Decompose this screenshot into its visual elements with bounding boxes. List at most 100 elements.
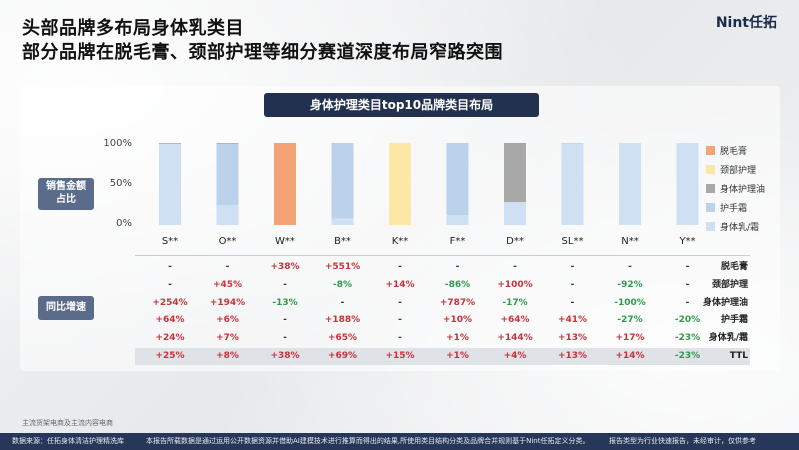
sales-share-label: 销售金额 占比 bbox=[38, 178, 94, 210]
legend-label: 身体乳/霜 bbox=[720, 223, 760, 233]
table-cell: - bbox=[398, 297, 402, 308]
table-cell: +6% bbox=[216, 315, 239, 326]
footer-bar: 数据来源：任拓身体清洁护理精洗库 本报告所载数据是通过运用公开数据资源并借助AI… bbox=[0, 433, 799, 450]
table-row: +25% +8% +38% +69% +15% +1% +4% +13% +14% -23% TTL bbox=[135, 348, 750, 365]
table-cell: -8% bbox=[332, 279, 352, 290]
table-cell: -13% bbox=[272, 297, 298, 308]
legend-label: 护手霜 bbox=[720, 204, 748, 214]
table-cell: +25% bbox=[155, 351, 185, 361]
table-cell: -27% bbox=[617, 315, 643, 326]
legend-swatch bbox=[706, 165, 715, 174]
footer-disclaimer: 本报告所载数据是通过运用公开数据资源并借助AI建模技术进行推算而得出的结果,所使… bbox=[146, 437, 590, 445]
table-cell: - bbox=[570, 262, 575, 272]
table-cell: - bbox=[398, 333, 402, 344]
legend-label: 身体护理油 bbox=[720, 185, 766, 195]
table-cell: - bbox=[168, 279, 172, 290]
x-tick-label: F** bbox=[449, 236, 466, 247]
table-cell: +194% bbox=[209, 297, 246, 308]
table-cell: - bbox=[513, 262, 517, 272]
legend-swatch bbox=[706, 184, 715, 193]
legend-item: 脱毛膏 bbox=[706, 146, 765, 165]
table-cell: +14% bbox=[385, 279, 415, 290]
table-cell: -86% bbox=[444, 279, 471, 290]
legend-swatch bbox=[706, 222, 715, 231]
table-row: +64% +6% - +188% - +10% +64% +41% -27% -20% 护手霜 bbox=[135, 312, 750, 329]
sales-share-text: 销售金额 占比 bbox=[46, 181, 86, 205]
table-cell: +41% bbox=[557, 315, 588, 326]
x-tick-label: D** bbox=[506, 236, 524, 247]
x-tick-label: B** bbox=[334, 236, 351, 247]
x-tick-label: Y** bbox=[679, 236, 696, 247]
table-row-name: 身体乳/霜 bbox=[708, 333, 748, 344]
table-cell: +100% bbox=[497, 279, 533, 290]
x-tick-label: SL** bbox=[561, 236, 584, 247]
table-cell: +13% bbox=[557, 351, 588, 361]
table-cell: - bbox=[685, 279, 690, 290]
table-cell: - bbox=[685, 262, 690, 272]
table-cell: +64% bbox=[155, 315, 185, 326]
page-title: 头部品牌多布局身体乳类目 bbox=[22, 18, 244, 39]
table-cell: +4% bbox=[503, 351, 527, 361]
table-cell: +69% bbox=[327, 351, 358, 361]
x-tick-label: W** bbox=[275, 236, 295, 247]
table-cell: - bbox=[283, 315, 287, 326]
chart-title: 身体护理类目top10品牌类目布局 bbox=[264, 93, 539, 117]
table-cell: +65% bbox=[327, 333, 358, 344]
footer-note: 报告类型为行业快速报告，未经审计，仅供参考 bbox=[609, 437, 756, 445]
table-cell: - bbox=[685, 297, 690, 308]
x-tick-label: O** bbox=[218, 236, 237, 247]
table-cell: +188% bbox=[324, 315, 361, 326]
legend-item: 身体乳/霜 bbox=[706, 222, 765, 241]
table-cell: +45% bbox=[212, 279, 243, 290]
table-cell: +551% bbox=[324, 262, 361, 272]
table-cell: +14% bbox=[615, 351, 645, 361]
page-subtitle: 部分品牌在脱毛膏、颈部护理等细分赛道深度布局窄路突围 bbox=[22, 42, 503, 63]
table-cell: -20% bbox=[674, 315, 701, 326]
table-cell: - bbox=[398, 315, 402, 326]
table-cell: - bbox=[225, 262, 230, 272]
table-cell: - bbox=[570, 279, 575, 290]
table-cell: - bbox=[455, 262, 460, 272]
chart-legend: 脱毛膏颈部护理身体护理油护手霜身体乳/霜 bbox=[706, 146, 765, 241]
legend-swatch bbox=[706, 203, 715, 212]
table-cell: +254% bbox=[152, 297, 188, 308]
legend-label: 颈部护理 bbox=[720, 166, 757, 176]
table-cell: +8% bbox=[216, 351, 239, 361]
table-cell: - bbox=[570, 297, 575, 308]
footer-source: 数据来源：任拓身体清洁护理精洗库 bbox=[12, 437, 124, 445]
table-cell: +144% bbox=[497, 333, 533, 344]
table-cell: -23% bbox=[674, 351, 701, 361]
y-tick-100: 100% bbox=[103, 138, 132, 149]
table-row-name: 颈部护理 bbox=[711, 279, 748, 290]
table-cell: - bbox=[283, 279, 287, 290]
table-cell: -100% bbox=[614, 297, 646, 308]
table-cell: - bbox=[398, 262, 402, 272]
chart-panel bbox=[20, 86, 780, 371]
table-cell: -92% bbox=[617, 279, 643, 290]
table-cell: +17% bbox=[615, 333, 645, 344]
brand-logo: Nint任拓 bbox=[715, 15, 777, 31]
footnote: 主流货架电商及主流内容电商 bbox=[22, 419, 113, 427]
table-cell: +7% bbox=[216, 333, 239, 344]
table-row-name: TTL bbox=[729, 351, 748, 361]
table-row: +254% +194% -13% - - +787% -17% - -100% - 身体护理油 bbox=[135, 295, 750, 312]
table-divider bbox=[135, 255, 750, 256]
table-cell: +15% bbox=[385, 351, 415, 361]
table-cell: - bbox=[340, 297, 345, 308]
table-cell: +787% bbox=[439, 297, 476, 308]
x-tick-label: K** bbox=[391, 236, 409, 247]
table-cell: +13% bbox=[557, 333, 588, 344]
table-cell: +38% bbox=[270, 262, 300, 272]
yoy-label: 同比增速 bbox=[38, 296, 94, 320]
table-cell: - bbox=[628, 262, 632, 272]
table-cell: +64% bbox=[500, 315, 530, 326]
legend-swatch bbox=[706, 146, 715, 155]
legend-label: 脱毛膏 bbox=[720, 147, 748, 157]
table-cell: - bbox=[283, 333, 287, 344]
x-tick-label: N** bbox=[621, 236, 639, 247]
x-tick-label: S** bbox=[161, 236, 179, 247]
table-row-name: 脱毛膏 bbox=[720, 262, 748, 272]
legend-item: 护手霜 bbox=[706, 203, 765, 222]
table-cell: +1% bbox=[446, 351, 469, 361]
y-tick-50: 50% bbox=[109, 178, 132, 189]
